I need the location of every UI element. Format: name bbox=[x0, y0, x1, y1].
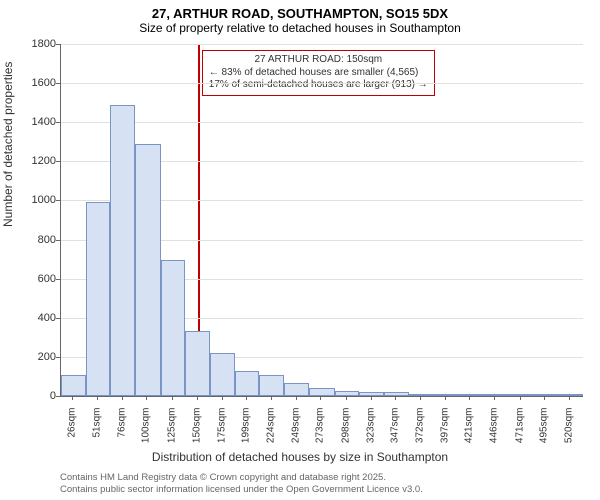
histogram-bar bbox=[483, 394, 507, 396]
x-tick-mark bbox=[172, 396, 173, 400]
x-tick-mark bbox=[222, 396, 223, 400]
x-tick-mark bbox=[97, 396, 98, 400]
histogram-bar bbox=[284, 383, 309, 396]
chart-title-main: 27, ARTHUR ROAD, SOUTHAMPTON, SO15 5DX bbox=[0, 0, 600, 21]
plot-area: 27 ARTHUR ROAD: 150sqm ← 83% of detached… bbox=[60, 44, 583, 397]
x-tick-mark bbox=[122, 396, 123, 400]
y-axis-label: Number of detached properties bbox=[1, 62, 15, 227]
histogram-bar bbox=[86, 202, 110, 396]
x-tick-mark bbox=[494, 396, 495, 400]
histogram-bar bbox=[110, 105, 135, 396]
y-tick-label: 200 bbox=[38, 351, 56, 363]
y-tick-mark bbox=[56, 44, 60, 45]
x-tick-label: 175sqm bbox=[216, 408, 227, 448]
x-tick-label: 51sqm bbox=[92, 408, 103, 448]
histogram-bar bbox=[259, 375, 284, 396]
y-tick-mark bbox=[56, 318, 60, 319]
gridline bbox=[61, 44, 583, 45]
histogram-bar bbox=[210, 353, 235, 396]
histogram-bar bbox=[558, 394, 583, 396]
histogram-bar bbox=[533, 394, 558, 396]
x-tick-mark bbox=[197, 396, 198, 400]
x-tick-label: 249sqm bbox=[291, 408, 302, 448]
gridline bbox=[61, 122, 583, 123]
y-tick-label: 1000 bbox=[32, 194, 56, 206]
x-tick-label: 397sqm bbox=[440, 408, 451, 448]
x-tick-mark bbox=[445, 396, 446, 400]
x-tick-label: 26sqm bbox=[67, 408, 78, 448]
x-tick-label: 150sqm bbox=[191, 408, 202, 448]
y-tick-mark bbox=[56, 122, 60, 123]
x-tick-label: 76sqm bbox=[117, 408, 128, 448]
annotation-line-smaller: ← 83% of detached houses are smaller (4,… bbox=[209, 67, 428, 80]
x-tick-label: 471sqm bbox=[514, 408, 525, 448]
y-tick-label: 1200 bbox=[32, 155, 56, 167]
y-tick-label: 400 bbox=[38, 312, 56, 324]
x-tick-mark bbox=[296, 396, 297, 400]
x-tick-label: 347sqm bbox=[389, 408, 400, 448]
histogram-bar bbox=[384, 392, 409, 396]
x-tick-mark bbox=[420, 396, 421, 400]
histogram-chart: 27, ARTHUR ROAD, SOUTHAMPTON, SO15 5DX S… bbox=[0, 0, 600, 500]
x-tick-label: 199sqm bbox=[241, 408, 252, 448]
annotation-line-larger: 17% of semi-detached houses are larger (… bbox=[209, 79, 428, 92]
x-tick-mark bbox=[146, 396, 147, 400]
annotation-title: 27 ARTHUR ROAD: 150sqm bbox=[209, 54, 428, 67]
x-tick-label: 298sqm bbox=[340, 408, 351, 448]
histogram-bar bbox=[135, 144, 160, 396]
y-tick-label: 600 bbox=[38, 273, 56, 285]
histogram-bar bbox=[235, 371, 259, 396]
y-tick-mark bbox=[56, 396, 60, 397]
x-axis-label: Distribution of detached houses by size … bbox=[0, 450, 600, 464]
histogram-bar bbox=[458, 394, 483, 396]
y-tick-mark bbox=[56, 83, 60, 84]
y-tick-mark bbox=[56, 200, 60, 201]
y-tick-mark bbox=[56, 357, 60, 358]
y-tick-mark bbox=[56, 161, 60, 162]
y-tick-mark bbox=[56, 240, 60, 241]
x-tick-mark bbox=[544, 396, 545, 400]
x-tick-mark bbox=[246, 396, 247, 400]
y-tick-label: 800 bbox=[38, 234, 56, 246]
footer-line-2: Contains public sector information licen… bbox=[60, 484, 423, 496]
x-tick-label: 520sqm bbox=[563, 408, 574, 448]
x-tick-label: 372sqm bbox=[415, 408, 426, 448]
chart-title-sub: Size of property relative to detached ho… bbox=[0, 21, 600, 39]
gridline bbox=[61, 83, 583, 84]
x-tick-mark bbox=[569, 396, 570, 400]
x-tick-label: 421sqm bbox=[464, 408, 475, 448]
histogram-bar bbox=[409, 394, 433, 396]
footer-note: Contains HM Land Registry data © Crown c… bbox=[60, 472, 423, 496]
x-tick-label: 224sqm bbox=[266, 408, 277, 448]
x-tick-mark bbox=[395, 396, 396, 400]
y-tick-label: 1600 bbox=[32, 77, 56, 89]
x-tick-mark bbox=[346, 396, 347, 400]
histogram-bar bbox=[161, 260, 185, 396]
x-tick-label: 495sqm bbox=[538, 408, 549, 448]
x-tick-mark bbox=[271, 396, 272, 400]
histogram-bar bbox=[61, 375, 86, 397]
x-tick-mark bbox=[72, 396, 73, 400]
x-tick-mark bbox=[320, 396, 321, 400]
histogram-bar bbox=[185, 331, 210, 396]
y-tick-label: 1400 bbox=[32, 116, 56, 128]
x-tick-label: 446sqm bbox=[489, 408, 500, 448]
footer-line-1: Contains HM Land Registry data © Crown c… bbox=[60, 472, 423, 484]
x-tick-label: 323sqm bbox=[365, 408, 376, 448]
x-tick-mark bbox=[469, 396, 470, 400]
x-tick-label: 100sqm bbox=[141, 408, 152, 448]
x-tick-mark bbox=[520, 396, 521, 400]
histogram-bar bbox=[309, 388, 334, 396]
x-tick-label: 273sqm bbox=[315, 408, 326, 448]
x-tick-label: 125sqm bbox=[166, 408, 177, 448]
y-tick-label: 1800 bbox=[32, 38, 56, 50]
y-tick-mark bbox=[56, 279, 60, 280]
annotation-box: 27 ARTHUR ROAD: 150sqm ← 83% of detached… bbox=[202, 50, 435, 96]
x-tick-mark bbox=[371, 396, 372, 400]
